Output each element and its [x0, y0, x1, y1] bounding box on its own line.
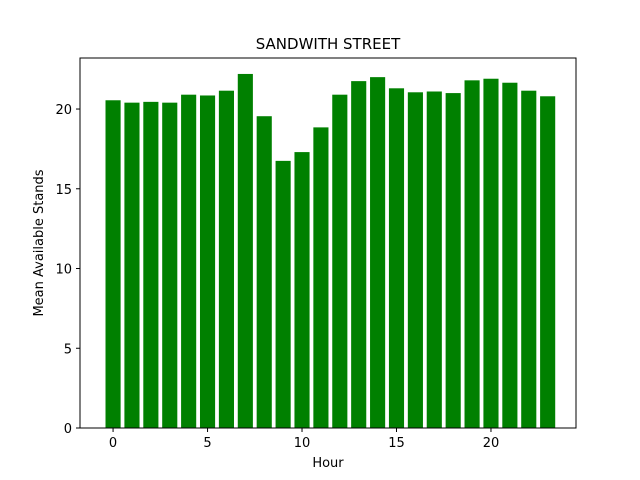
bar-hour-8 [256, 116, 272, 428]
bar-hour-9 [275, 160, 291, 428]
bars-group [105, 73, 556, 429]
y-tick-label: 0 [64, 422, 72, 437]
y-tick-label: 5 [64, 342, 72, 357]
y-tick-label: 20 [55, 103, 72, 118]
plot-area-frame [79, 57, 577, 429]
x-tick-label: 20 [483, 436, 500, 451]
x-axis-ticks: 0 5 10 15 20 [109, 428, 499, 451]
bar-hour-11 [313, 127, 329, 428]
bar-hour-7 [237, 73, 253, 428]
bar-hour-10 [294, 152, 310, 428]
bar-hour-20 [483, 78, 499, 428]
bar-hour-19 [464, 80, 480, 429]
bar-hour-16 [407, 92, 423, 429]
y-axis-label: Mean Available Stands [32, 169, 47, 316]
bar-hour-22 [521, 90, 537, 428]
bar-hour-3 [162, 102, 178, 428]
bar-hour-5 [199, 95, 216, 428]
x-tick-label: 10 [294, 436, 311, 451]
bar-hour-12 [332, 94, 348, 429]
bar-hour-6 [218, 90, 234, 428]
bar-hour-13 [351, 81, 367, 428]
x-tick-label: 0 [109, 436, 117, 451]
x-tick-label: 5 [203, 436, 211, 451]
bar-hour-2 [143, 101, 159, 428]
bar-hour-14 [370, 77, 386, 428]
y-tick-label: 10 [55, 263, 72, 278]
bar-hour-1 [124, 102, 140, 428]
bar-hour-0 [105, 100, 121, 428]
bar-hour-17 [426, 91, 442, 428]
y-tick-label: 15 [55, 183, 72, 198]
chart-title: SANDWITH STREET [256, 35, 401, 53]
x-tick-label: 15 [388, 436, 405, 451]
bar-hour-21 [502, 82, 518, 429]
bar-hour-23 [540, 96, 556, 428]
y-axis-ticks: 0 5 10 15 20 [55, 103, 80, 437]
bar-hour-4 [181, 94, 197, 429]
x-axis-label: Hour [312, 456, 344, 471]
bar-hour-18 [445, 93, 461, 428]
bar-hour-15 [388, 88, 405, 428]
